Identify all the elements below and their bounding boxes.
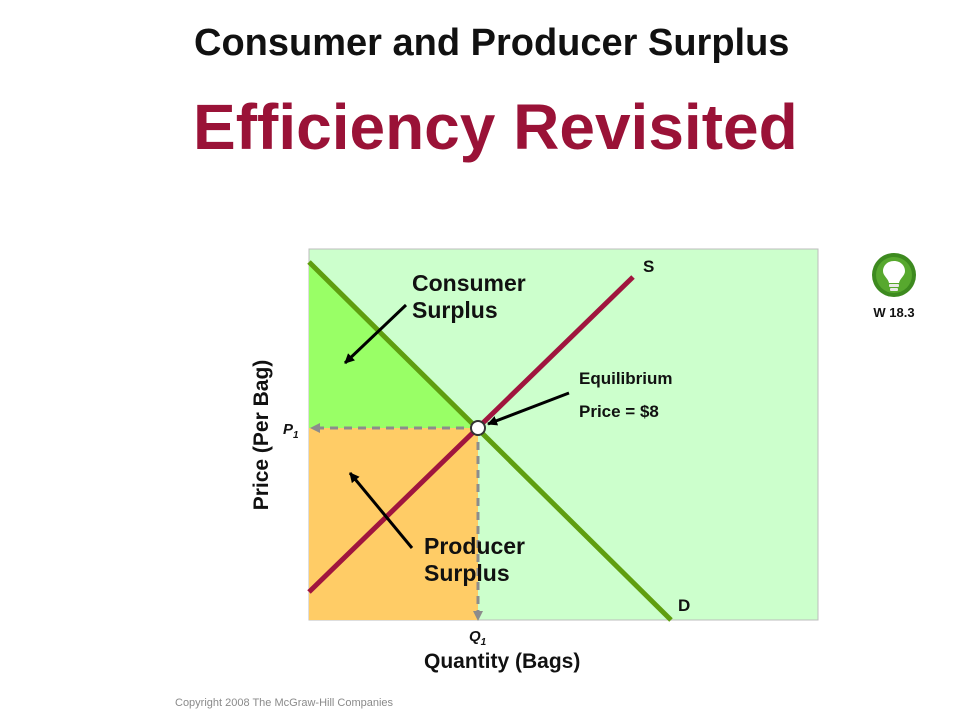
equilibrium-arrow bbox=[487, 391, 570, 426]
price-tick-label: P1 bbox=[283, 421, 299, 441]
demand-curve bbox=[307, 260, 673, 622]
producer-surplus-label-line1: Producer bbox=[424, 533, 525, 559]
slide-title: Consumer and Producer Surplus bbox=[194, 22, 790, 64]
consumer-surplus-arrow bbox=[343, 303, 408, 365]
quantity-tick-label: Q1 bbox=[469, 628, 487, 648]
badge-label: W 18.3 bbox=[873, 305, 915, 320]
web-reference-badge[interactable]: W 18.3 bbox=[858, 252, 930, 320]
producer-surplus-arrow bbox=[348, 472, 414, 549]
equilibrium-label-line2: Price = $8 bbox=[579, 402, 659, 421]
consumer-surplus-label-line1: Consumer bbox=[412, 270, 526, 296]
supply-label: S bbox=[643, 257, 654, 276]
lightbulb-icon bbox=[872, 253, 916, 297]
consumer-surplus-label-line2: Surplus bbox=[412, 297, 498, 323]
copyright-notice: Copyright 2008 The McGraw-Hill Companies bbox=[175, 697, 394, 709]
equilibrium-label-line1: Equilibrium bbox=[579, 369, 673, 388]
y-axis-label: Price (Per Bag) bbox=[250, 359, 273, 511]
supply-curve bbox=[307, 275, 635, 594]
producer-surplus-label-line2: Surplus bbox=[424, 560, 510, 586]
equilibrium-point bbox=[470, 420, 486, 436]
slide-subtitle: Efficiency Revisited bbox=[193, 91, 798, 163]
x-axis-label: Quantity (Bags) bbox=[424, 650, 581, 673]
demand-label: D bbox=[678, 596, 690, 615]
